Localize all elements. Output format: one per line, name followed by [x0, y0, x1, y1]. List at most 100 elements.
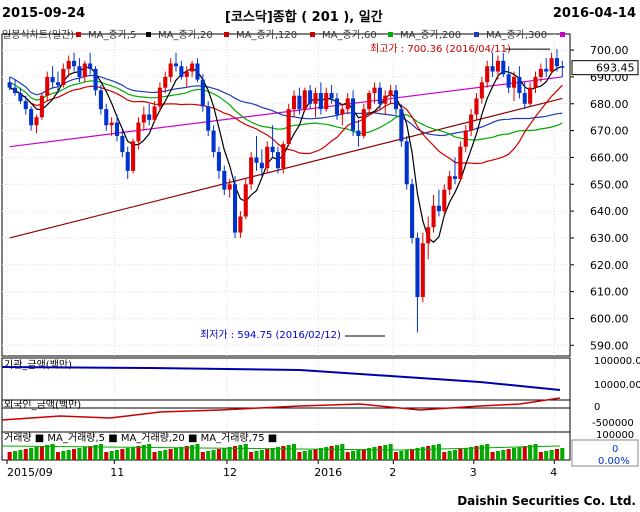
foreign-ytick: -500000: [592, 418, 634, 429]
high-annotation: 최고가 : 700.36 (2016/04/11): [370, 43, 511, 55]
candle: [216, 152, 221, 171]
candle: [388, 90, 393, 96]
candle: [98, 90, 103, 110]
volume-bar: [549, 450, 554, 460]
volume-bar: [297, 452, 302, 460]
volume-bar: [249, 452, 254, 460]
candle: [383, 95, 388, 104]
volume-bar: [190, 445, 195, 460]
volume-bar: [93, 445, 98, 460]
candle: [77, 66, 82, 77]
candle: [340, 109, 345, 115]
volume-bar: [345, 452, 350, 460]
volume-bar: [474, 446, 479, 460]
candle: [281, 144, 286, 169]
volume-bar: [356, 450, 361, 460]
volume-bar: [351, 451, 356, 460]
ma5-line: [9, 65, 563, 244]
candle: [125, 152, 130, 171]
ma300-line: [9, 76, 563, 148]
candle: [61, 68, 66, 85]
volume-pct: 0.00%: [598, 456, 630, 467]
candle: [222, 170, 227, 190]
candle: [200, 79, 205, 107]
candle: [506, 74, 511, 88]
candle: [329, 93, 334, 99]
candle: [249, 157, 254, 185]
volume-bar: [533, 444, 538, 460]
candle: [404, 141, 409, 185]
inst-ytick: 10000.00: [594, 380, 640, 391]
candle: [109, 122, 114, 126]
volume-bar: [50, 444, 55, 460]
volume-bar: [340, 444, 345, 460]
volume-bar: [77, 448, 82, 460]
candle: [410, 184, 415, 238]
candle: [243, 184, 248, 217]
volume-bar: [517, 447, 522, 460]
volume-bar: [29, 448, 34, 460]
candle: [141, 114, 146, 123]
candle: [463, 130, 468, 147]
candle: [420, 243, 425, 297]
candle: [517, 76, 522, 94]
y-tick-label: 600.00: [590, 312, 629, 325]
candle: [88, 63, 93, 69]
volume-bar: [23, 449, 28, 460]
candle: [286, 109, 291, 145]
volume-bar: [200, 452, 205, 460]
inst-panel-label: 기관_금액(백만): [4, 359, 72, 371]
candle: [318, 93, 323, 110]
volume-bar: [544, 451, 549, 460]
volume-bar: [136, 446, 141, 460]
candle: [399, 109, 404, 142]
volume-bar: [114, 450, 120, 460]
candle: [190, 63, 195, 72]
candle: [29, 109, 34, 126]
current-value-box: [571, 60, 639, 76]
volume-bar: [179, 447, 184, 460]
volume-bar: [367, 448, 372, 460]
x-tick-label: 2016: [314, 466, 342, 479]
candle: [302, 90, 307, 110]
volume-bar: [313, 449, 318, 460]
candle: [415, 237, 420, 297]
candle: [275, 152, 280, 169]
candle: [211, 130, 216, 153]
x-tick-label: 2015/09: [7, 466, 53, 479]
volume-bar: [72, 449, 77, 460]
volume-bar: [442, 452, 447, 460]
candle: [538, 68, 543, 77]
volume-bar: [168, 449, 173, 460]
legend-swatch: [310, 32, 315, 37]
candle: [45, 76, 50, 96]
volume-bar: [222, 448, 227, 460]
volume-bar: [184, 446, 189, 460]
volume-bar: [560, 448, 565, 460]
candle: [522, 93, 527, 104]
candle: [324, 93, 329, 110]
candle: [136, 122, 141, 142]
candle: [147, 114, 152, 120]
volume-bar: [163, 450, 168, 460]
candle: [93, 68, 98, 91]
volume-ma-line: [1, 445, 561, 451]
candle: [361, 109, 366, 136]
chart-header: 2015-09-24 [코스닥]종합 ( 201 ), 일간 2016-04-1…: [0, 0, 640, 28]
legend-swatch: [388, 32, 393, 37]
volume-bar: [452, 450, 458, 460]
candle: [227, 184, 232, 190]
volume-bar: [270, 448, 275, 460]
volume-bar: [431, 445, 436, 460]
x-tick-label: 12: [223, 466, 237, 479]
stock-chart[interactable]: 590.00 600.00 610.00 620.00 630.00 640.00 650.…: [0, 28, 640, 490]
volume-bar: [98, 444, 103, 460]
foreign-line: [1, 397, 561, 421]
volume-bar: [88, 446, 93, 460]
y-tick-label: 660.00: [590, 151, 629, 164]
volume-bar: [302, 451, 307, 460]
y-tick-label: 610.00: [590, 286, 629, 299]
volume-bar: [18, 450, 23, 460]
volume-bar: [538, 452, 543, 460]
candle: [50, 76, 55, 83]
